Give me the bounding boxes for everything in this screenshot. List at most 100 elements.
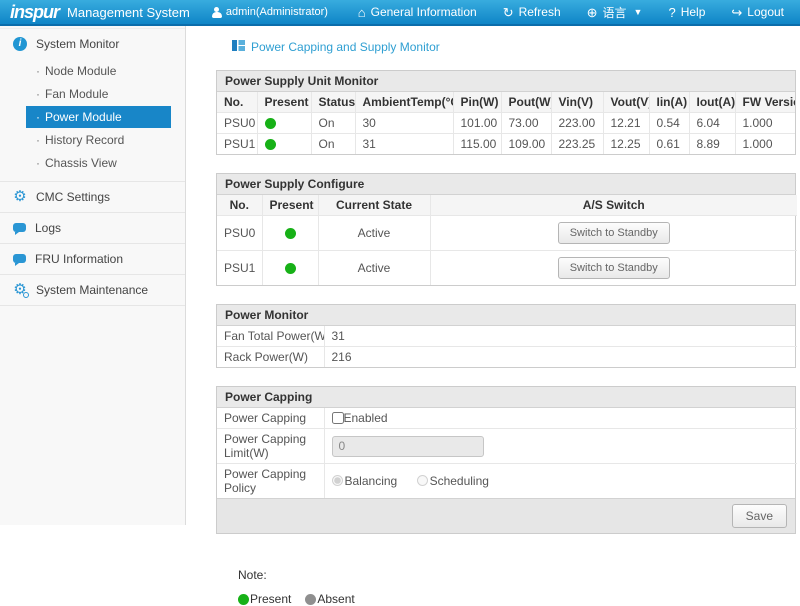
- nav-help[interactable]: ? Help: [668, 5, 705, 19]
- ambient-cell: 30: [355, 112, 454, 134]
- power-capping-policy-cell: Balancing Scheduling: [324, 464, 797, 499]
- sidebar-item-logs[interactable]: Logs: [0, 213, 185, 244]
- power-monitor-title: Power Monitor: [217, 305, 795, 326]
- switch-to-standby-button[interactable]: Switch to Standby: [557, 257, 670, 279]
- save-button[interactable]: Save: [731, 504, 787, 528]
- sidebar-item-fan-module[interactable]: · Fan Module: [26, 83, 171, 105]
- legend-present: Present: [238, 592, 291, 606]
- note-title: Note:: [238, 568, 267, 582]
- sidebar-item-power-module[interactable]: · Power Module: [26, 106, 171, 128]
- table-row: Fan Total Power(W) 31: [217, 326, 797, 347]
- psu-configure-header-row: No. Present Current State A/S Switch: [217, 195, 797, 216]
- sidebar-item-system-monitor[interactable]: i System Monitor: [0, 28, 185, 59]
- present-cell: [262, 250, 319, 285]
- sidebar-subitem-label: Fan Module: [45, 87, 109, 101]
- iout-cell: 8.89: [689, 133, 736, 154]
- psu-configure-panel: Power Supply Configure No. Present Curre…: [216, 173, 797, 286]
- user-info: admin(Administrator): [211, 6, 328, 18]
- power-capping-title: Power Capping: [217, 387, 795, 408]
- state-cell: Active: [318, 250, 431, 285]
- present-dot-icon: [238, 593, 249, 605]
- present-status-dot: [284, 263, 296, 275]
- nav-general-information[interactable]: ⌂ General Information: [358, 5, 477, 19]
- sidebar-item-cmc-settings[interactable]: ⚙ CMC Settings: [0, 182, 185, 213]
- grid-icon: [232, 40, 245, 54]
- sidebar-subitem-label: Chassis View: [45, 156, 117, 170]
- power-capping-enabled-checkbox[interactable]: [331, 412, 344, 424]
- main-content: Power Capping and Supply Monitor Power S…: [186, 26, 800, 606]
- col-present: Present: [262, 195, 319, 216]
- table-row: Rack Power(W) 216: [217, 346, 797, 367]
- present-cell: [257, 112, 312, 134]
- chat-icon: [13, 222, 26, 235]
- psu-configure-title: Power Supply Configure: [217, 174, 795, 195]
- switch-to-standby-button[interactable]: Switch to Standby: [557, 222, 670, 244]
- absent-dot-icon: [305, 593, 317, 605]
- col-no: No.: [217, 92, 258, 113]
- table-row: PSU1 On 31 115.00 109.00 223.25 12.25 0.…: [217, 133, 795, 154]
- header-nav: ⌂ General Information ↻ Refresh ⊕ 语言 ▼ ?…: [358, 4, 784, 21]
- nav-help-label: Help: [680, 5, 706, 19]
- nav-logout[interactable]: ↪ Logout: [731, 5, 784, 19]
- balancing-label: Balancing: [344, 474, 398, 488]
- vout-cell: 12.21: [603, 112, 650, 134]
- table-row: Power Capping Enabled: [217, 408, 797, 429]
- power-capping-table: Power Capping Enabled Power Capping Limi…: [217, 408, 797, 498]
- sidebar-item-system-maintenance[interactable]: ⚙ System Maintenance: [0, 275, 185, 306]
- table-row: Power Capping Policy Balancing Schedulin…: [217, 463, 797, 499]
- fw-cell: 1.000: [735, 112, 795, 134]
- scheduling-radio[interactable]: [416, 475, 428, 486]
- psu-monitor-table: No. Present Status AmbientTemp(°C) Pin(W…: [217, 92, 795, 154]
- col-status: Status: [311, 92, 356, 113]
- sidebar-item-chassis-view[interactable]: · Chassis View: [26, 152, 171, 174]
- vout-cell: 12.25: [603, 133, 650, 154]
- present-status-dot: [264, 139, 276, 151]
- sidebar-item-node-module[interactable]: · Node Module: [26, 60, 171, 82]
- note-legend: Present Absent: [238, 592, 800, 606]
- sidebar-item-history-record[interactable]: · History Record: [26, 129, 171, 151]
- enabled-label: Enabled: [343, 411, 388, 425]
- power-capping-enabled-cell: Enabled: [324, 408, 797, 429]
- col-no: No.: [217, 195, 263, 216]
- balancing-option: Balancing: [331, 474, 398, 488]
- sidebar-item-fru-information[interactable]: FRU Information: [0, 244, 185, 275]
- legend-present-label: Present: [250, 592, 292, 606]
- nav-refresh[interactable]: ↻ Refresh: [503, 5, 561, 19]
- gear-search-icon: ⚙: [13, 281, 29, 298]
- present-status-dot: [284, 228, 296, 240]
- table-row: PSU1 Active Switch to Standby: [217, 250, 797, 285]
- status-cell: On: [311, 133, 356, 154]
- enabled-option: Enabled: [331, 411, 388, 425]
- psu-no: PSU1: [217, 133, 258, 154]
- table-row: Power Capping Limit(W): [217, 428, 797, 464]
- system-monitor-submenu: · Node Module · Fan Module · Power Module ·…: [0, 60, 185, 182]
- info-icon: i: [13, 37, 27, 51]
- product-name: Management System: [67, 4, 190, 20]
- scheduling-option: Scheduling: [416, 474, 489, 488]
- gear-icon: ⚙: [13, 188, 27, 205]
- power-capping-policy-label: Power Capping Policy: [217, 463, 325, 498]
- col-ambient-temp: AmbientTemp(°C): [355, 92, 454, 113]
- power-capping-limit-input[interactable]: [331, 435, 484, 457]
- col-as-switch: A/S Switch: [430, 195, 797, 216]
- sidebar-item-label: System Monitor: [36, 37, 120, 51]
- inspur-logo: inspur: [10, 1, 60, 22]
- pout-cell: 73.00: [501, 112, 552, 134]
- logout-icon: ↪: [731, 4, 743, 20]
- nav-language-label: 语言: [602, 5, 627, 20]
- rack-power-value: 216: [331, 350, 352, 364]
- switch-cell: Switch to Standby: [430, 215, 797, 251]
- fw-cell: 1.000: [742, 137, 773, 151]
- iin-cell: 0.54: [649, 112, 690, 134]
- power-capping-footer: Save: [217, 498, 795, 533]
- power-monitor-panel: Power Monitor Fan Total Power(W) 31 Rack…: [216, 304, 797, 368]
- psu-monitor-header-row: No. Present Status AmbientTemp(°C) Pin(W…: [217, 92, 795, 113]
- power-capping-limit-cell: [324, 428, 797, 464]
- nav-language[interactable]: ⊕ 语言 ▼: [587, 4, 643, 21]
- sidebar-item-label: FRU Information: [35, 252, 124, 266]
- balancing-radio[interactable]: [331, 475, 343, 486]
- pin-cell: 115.00: [453, 133, 502, 154]
- sidebar-subitem-label: Power Module: [45, 110, 122, 124]
- psu-monitor-panel: Power Supply Unit Monitor No. Present St…: [216, 70, 796, 155]
- power-capping-limit-label: Power Capping Limit(W): [217, 428, 325, 464]
